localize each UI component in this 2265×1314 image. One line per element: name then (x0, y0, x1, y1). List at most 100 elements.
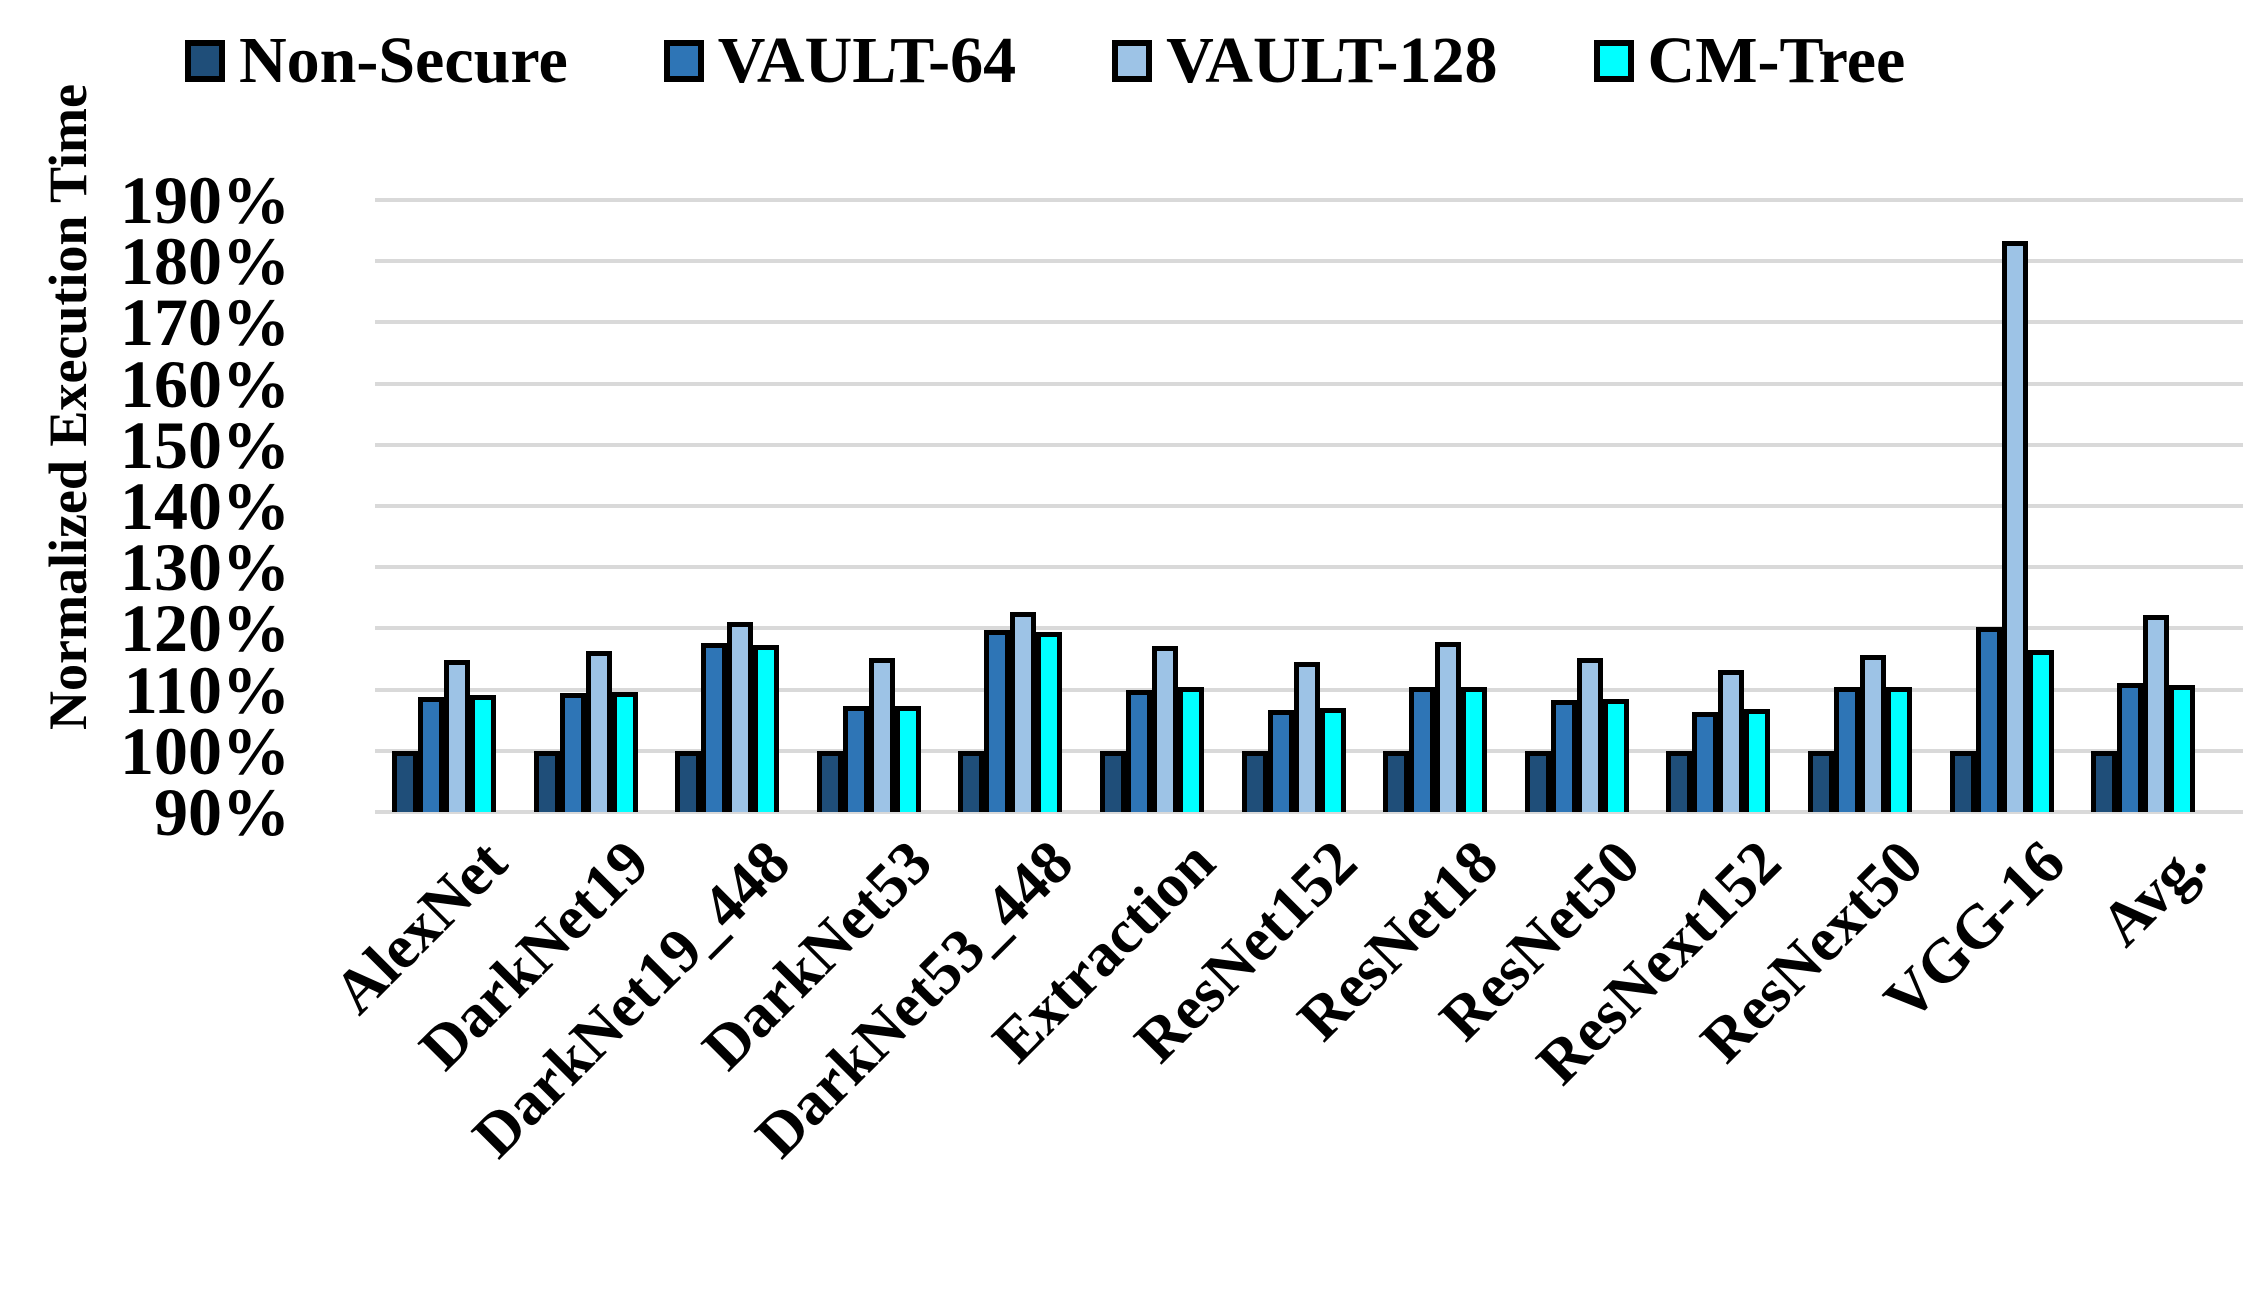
y-axis-tick-label: 100% (120, 712, 290, 789)
bar-cm-tree (2169, 684, 2196, 812)
gridline (375, 626, 2243, 631)
bar-vault-64 (1975, 626, 2002, 812)
bar-group-darknet19-448 (675, 200, 780, 812)
bar-vault-64 (1126, 690, 1152, 812)
bar-cm-tree (894, 705, 921, 812)
legend-label-vault-64: VAULT-64 (717, 24, 1017, 97)
bar-group-darknet53 (816, 200, 921, 812)
y-axis-tick-label: 160% (120, 345, 290, 422)
bar-non-secure (1100, 750, 1126, 812)
bar-vault-128 (1010, 611, 1037, 812)
y-axis-tick-label: 120% (120, 590, 290, 667)
y-axis-tick-label: 180% (120, 223, 290, 300)
bar-group-extraction (1100, 200, 1204, 812)
bar-vault-128 (2143, 614, 2170, 812)
bar-vault-64 (1267, 710, 1294, 812)
bar-cm-tree (2027, 650, 2054, 812)
bar-group-darknet53-448 (958, 200, 1063, 812)
legend-item-cm-tree: CM-Tree (1593, 24, 1906, 97)
bar-vault-64 (984, 629, 1011, 812)
legend-swatch-vault-64-icon (663, 40, 704, 82)
gridline (375, 259, 2243, 264)
bar-vault-128 (1718, 670, 1745, 812)
bar-non-secure (1949, 750, 1976, 812)
legend-label-non-secure: Non-Secure (239, 24, 568, 97)
y-axis-tick-label: 170% (120, 284, 290, 361)
bar-vault-64 (1692, 712, 1719, 812)
bar-cm-tree (1886, 686, 1912, 812)
bar-group-resnet18 (1383, 200, 1488, 812)
bar-non-secure (1383, 750, 1410, 812)
gridline (375, 381, 2243, 386)
bar-vault-64 (559, 693, 586, 812)
bar-vault-128 (444, 660, 470, 812)
plot-area: 190% 180% 170% 160% 150% 140% 130% 120% 110% 100%… (120, 166, 2243, 1171)
bar-group-vgg-16 (1949, 200, 2054, 812)
bar-vault-128 (1293, 662, 1320, 812)
bar-non-secure (958, 750, 985, 812)
legend-item-vault-64: VAULT-64 (663, 24, 1017, 97)
bar-non-secure (392, 750, 418, 812)
bar-group-avg- (2091, 200, 2196, 812)
bar-vault-64 (418, 696, 444, 812)
bar-vault-128 (1435, 641, 1462, 812)
bar-group-resnext50 (1808, 200, 1912, 812)
bar-vault-128 (1860, 654, 1886, 812)
legend-label-cm-tree: CM-Tree (1647, 24, 1906, 97)
y-axis-tick-label: 90% (154, 774, 290, 850)
y-axis-tick-label: 110% (123, 651, 290, 728)
y-axis-title: Normalized Execution Time (38, 84, 98, 730)
bar-non-secure (1241, 750, 1268, 812)
bar-cm-tree (1602, 699, 1629, 812)
bar-group-alexnet (392, 200, 496, 812)
gridline (375, 320, 2243, 325)
bar-vault-128 (2001, 241, 2028, 812)
bar-vault-128 (1576, 657, 1603, 812)
bar-group-resnet152 (1241, 200, 1346, 812)
bar-non-secure (675, 750, 702, 812)
bar-vault-64 (2117, 682, 2144, 812)
bar-vault-128 (1152, 645, 1178, 812)
bar-group-resnet50 (1524, 200, 1629, 812)
y-axis-tick-label: 150% (120, 406, 290, 483)
y-axis-tick-label: 130% (120, 529, 290, 606)
gridline (375, 504, 2243, 508)
chart-legend: Non-Secure VAULT-64 VAULT-128 CM-Tree (185, 28, 1905, 94)
bar-cm-tree (611, 692, 638, 812)
bar-vault-64 (842, 705, 869, 812)
bar-cm-tree (1036, 632, 1063, 812)
legend-item-non-secure: Non-Secure (185, 28, 568, 94)
bar-cm-tree (1178, 687, 1204, 812)
bar-vault-64 (1409, 687, 1436, 812)
y-axis-tick-label: 140% (120, 468, 290, 544)
bar-non-secure (1808, 750, 1834, 812)
bar-cm-tree (1461, 687, 1488, 812)
bar-vault-128 (727, 622, 754, 812)
bar-vault-64 (1550, 700, 1577, 812)
legend-item-vault-128: VAULT-128 (1112, 24, 1498, 97)
bar-non-secure (816, 750, 843, 812)
gridline (375, 810, 2243, 814)
bar-cm-tree (1319, 708, 1346, 812)
bar-vault-64 (1834, 687, 1860, 812)
bar-non-secure (533, 750, 560, 812)
bar-non-secure (1666, 750, 1693, 812)
y-axis-tick-label: 190% (120, 162, 290, 238)
bar-group-darknet19 (533, 200, 638, 812)
execution-time-bar-chart: Non-Secure VAULT-64 VAULT-128 CM-Tree No… (38, 28, 2243, 1171)
legend-swatch-cm-tree-icon (1593, 40, 1634, 82)
bar-cm-tree (1744, 709, 1771, 812)
bar-vault-128 (585, 651, 612, 812)
gridline (375, 442, 2243, 447)
bar-group-resnext152 (1666, 200, 1771, 812)
gridline (375, 565, 2243, 570)
legend-swatch-non-secure-icon (185, 40, 225, 82)
bar-cm-tree (753, 644, 780, 812)
legend-swatch-vault-128-icon (1112, 40, 1153, 82)
bar-vault-128 (868, 657, 895, 812)
bar-cm-tree (470, 694, 496, 812)
gridline (375, 198, 2243, 202)
bar-non-secure (2091, 750, 2118, 812)
bar-non-secure (1524, 750, 1551, 812)
legend-label-vault-128: VAULT-128 (1166, 24, 1498, 97)
